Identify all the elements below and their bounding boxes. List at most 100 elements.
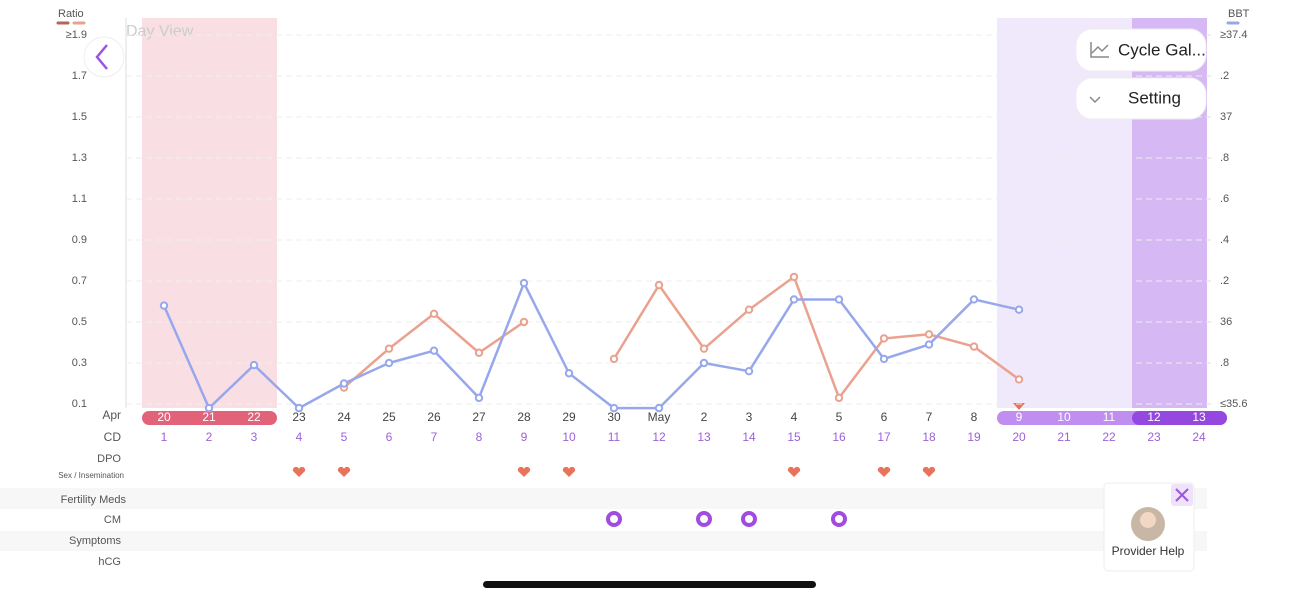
y2-tick-label: .4 <box>1220 234 1229 246</box>
data-point <box>1014 305 1024 314</box>
date-label: 25 <box>382 410 396 424</box>
cycle-day: 1 <box>161 430 168 444</box>
data-point <box>519 278 529 288</box>
row-label: Fertility Meds <box>61 494 127 506</box>
button-label: Cycle Gal... <box>1118 40 1206 59</box>
y-tick-label: 0.5 <box>72 316 87 328</box>
row-label: CM <box>104 514 121 526</box>
cycle-day: 3 <box>251 430 258 444</box>
y2-tick-label: .8 <box>1220 357 1229 369</box>
date-label: 11 <box>1103 410 1116 424</box>
date-label: 10 <box>1057 410 1071 424</box>
date-label: 20 <box>157 410 171 424</box>
gallery-button[interactable] <box>1075 28 1207 72</box>
cycle-day: 23 <box>1147 430 1161 444</box>
data-point <box>654 403 664 413</box>
date-label: 29 <box>562 410 576 424</box>
chart-icon <box>1090 42 1109 58</box>
y-tick-label: 0.7 <box>72 275 87 287</box>
y2-tick-label: .2 <box>1220 70 1229 82</box>
cm-icon-inner <box>745 515 753 523</box>
chevron-icon <box>1089 96 1101 104</box>
cycle-day: 6 <box>386 430 393 444</box>
date-label: 7 <box>926 410 933 424</box>
cycle-day: 22 <box>1102 430 1116 444</box>
date-label: 22 <box>247 410 261 424</box>
cycle-day: 18 <box>922 430 936 444</box>
data-point <box>699 344 709 353</box>
y-tick-label: 1.5 <box>72 111 87 123</box>
cycle-day: 16 <box>832 430 846 444</box>
data-point <box>384 344 394 353</box>
data-point <box>699 358 709 368</box>
data-point <box>249 360 259 370</box>
row-label: CD <box>104 430 122 444</box>
series-line <box>162 281 1020 410</box>
cycle-day: 11 <box>608 430 621 444</box>
data-point <box>474 393 484 403</box>
cycle-day: 19 <box>967 430 981 444</box>
series-line <box>612 275 1020 400</box>
data-point <box>789 272 799 282</box>
data-point <box>429 346 439 355</box>
predicted-period-pill <box>1132 411 1227 425</box>
cycle-day: 4 <box>296 430 303 444</box>
date-label: 2 <box>701 410 708 424</box>
date-label: 30 <box>607 410 621 424</box>
heart-icon <box>517 466 531 477</box>
cycle-day: 2 <box>206 430 213 444</box>
date-label: 3 <box>746 410 753 424</box>
back-button[interactable] <box>83 36 125 78</box>
data-point <box>204 403 214 413</box>
y-tick-label: 1.1 <box>72 193 87 205</box>
y2-tick-label: .8 <box>1220 152 1229 164</box>
data-point <box>789 295 799 304</box>
date-label: 28 <box>517 410 531 424</box>
back-icon <box>95 44 108 70</box>
avatar-face <box>1140 512 1156 528</box>
date-label: 13 <box>1192 410 1206 424</box>
data-point <box>294 403 304 413</box>
cm-icon-inner <box>700 515 708 523</box>
heart-icon <box>787 466 801 477</box>
cm-icon-inner <box>610 515 618 523</box>
row-label: Sex / Insemination <box>58 471 124 480</box>
period-band <box>142 18 277 408</box>
close-icon <box>1175 488 1189 502</box>
row-band <box>0 531 1207 551</box>
row-label: Symptoms <box>69 535 121 547</box>
cycle-day: 9 <box>521 430 528 444</box>
y-tick-label: ≥1.9 <box>66 29 87 41</box>
data-point <box>879 334 889 343</box>
data-point <box>609 403 619 413</box>
home-indicator <box>483 581 816 588</box>
cycle-day: 15 <box>787 430 801 444</box>
date-label: 26 <box>427 410 441 424</box>
row-band <box>0 488 1207 509</box>
setting-button[interactable] <box>1075 77 1207 120</box>
cycle-day: 17 <box>877 430 891 444</box>
y2-tick-label: 36 <box>1220 316 1232 328</box>
data-point <box>969 295 979 304</box>
plot: ≥1.91.71.51.31.10.90.70.50.30.1≥37.4.237… <box>66 29 1247 527</box>
row-label: DPO <box>97 453 121 465</box>
row-label: hCG <box>98 556 121 568</box>
date-label: 12 <box>1147 410 1161 424</box>
date-label: 5 <box>836 410 843 424</box>
background <box>0 18 1240 551</box>
cycle-day: 12 <box>652 430 666 444</box>
cycle-day: 24 <box>1192 430 1206 444</box>
y2-tick-label: .2 <box>1220 275 1229 287</box>
y-tick-label: 0.3 <box>72 357 87 369</box>
data-point <box>474 348 484 357</box>
date-label: 21 <box>202 410 216 424</box>
cycle-day: 10 <box>562 430 576 444</box>
y-tick-label: 0.9 <box>72 234 87 246</box>
cycle-day: 21 <box>1057 430 1071 444</box>
heart-icon <box>337 466 351 477</box>
period-pill <box>142 411 277 425</box>
date-label: 9 <box>1016 410 1023 424</box>
data-point <box>384 358 394 368</box>
